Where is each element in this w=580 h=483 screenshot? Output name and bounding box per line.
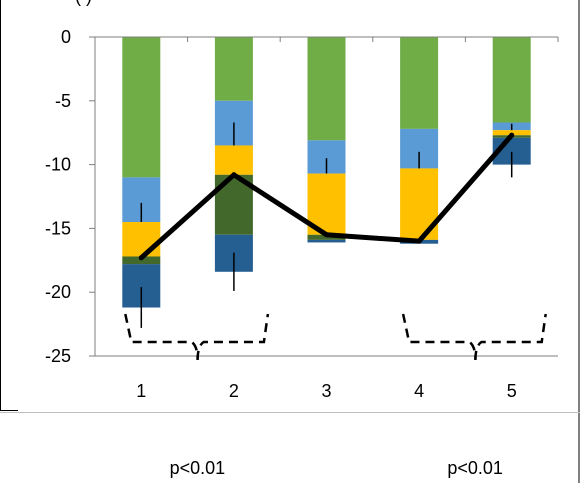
x-tick-label-3: 3 (321, 381, 331, 401)
bar-segment-5-3 (492, 130, 531, 136)
bar-segment-2-1 (214, 37, 253, 101)
x-tick-label-4: 4 (414, 381, 424, 401)
x-tick-label-5: 5 (507, 381, 517, 401)
mean-point-3 (324, 232, 329, 238)
chart-title-fragment: ( ) (75, 0, 92, 7)
y-tick-label--15: -15 (45, 218, 71, 238)
mean-point-4 (416, 238, 422, 244)
bar-segment-5-1 (492, 37, 531, 123)
bar-segment-1-1 (122, 37, 161, 178)
y-tick-label-0: 0 (61, 27, 71, 47)
mean-point-1 (138, 255, 144, 261)
bar-segment-1-3 (122, 222, 161, 257)
y-tick-label--20: -20 (45, 282, 71, 302)
significance-bracket-2 (401, 313, 547, 361)
mean-point-2 (231, 172, 237, 178)
p-value-label-1: p<0.01 (169, 458, 226, 478)
x-tick-label-1: 1 (136, 381, 146, 401)
y-tick-label--10: -10 (45, 155, 71, 175)
bar-segment-4-1 (400, 37, 439, 129)
mean-point-5 (509, 132, 515, 138)
bar-segment-2-3 (214, 145, 253, 175)
p-value-label-2: p<0.01 (447, 458, 503, 478)
bar-segment-3-1 (307, 37, 346, 141)
y-tick-label--25: -25 (45, 346, 71, 366)
y-tick-label--5: -5 (55, 91, 71, 111)
bar-segment-3-5 (307, 239, 346, 243)
significance-bracket-1 (124, 313, 270, 361)
bar-segment-3-4 (307, 234, 346, 240)
bar-segment-1-4 (122, 256, 161, 265)
x-tick-label-2: 2 (229, 381, 239, 401)
